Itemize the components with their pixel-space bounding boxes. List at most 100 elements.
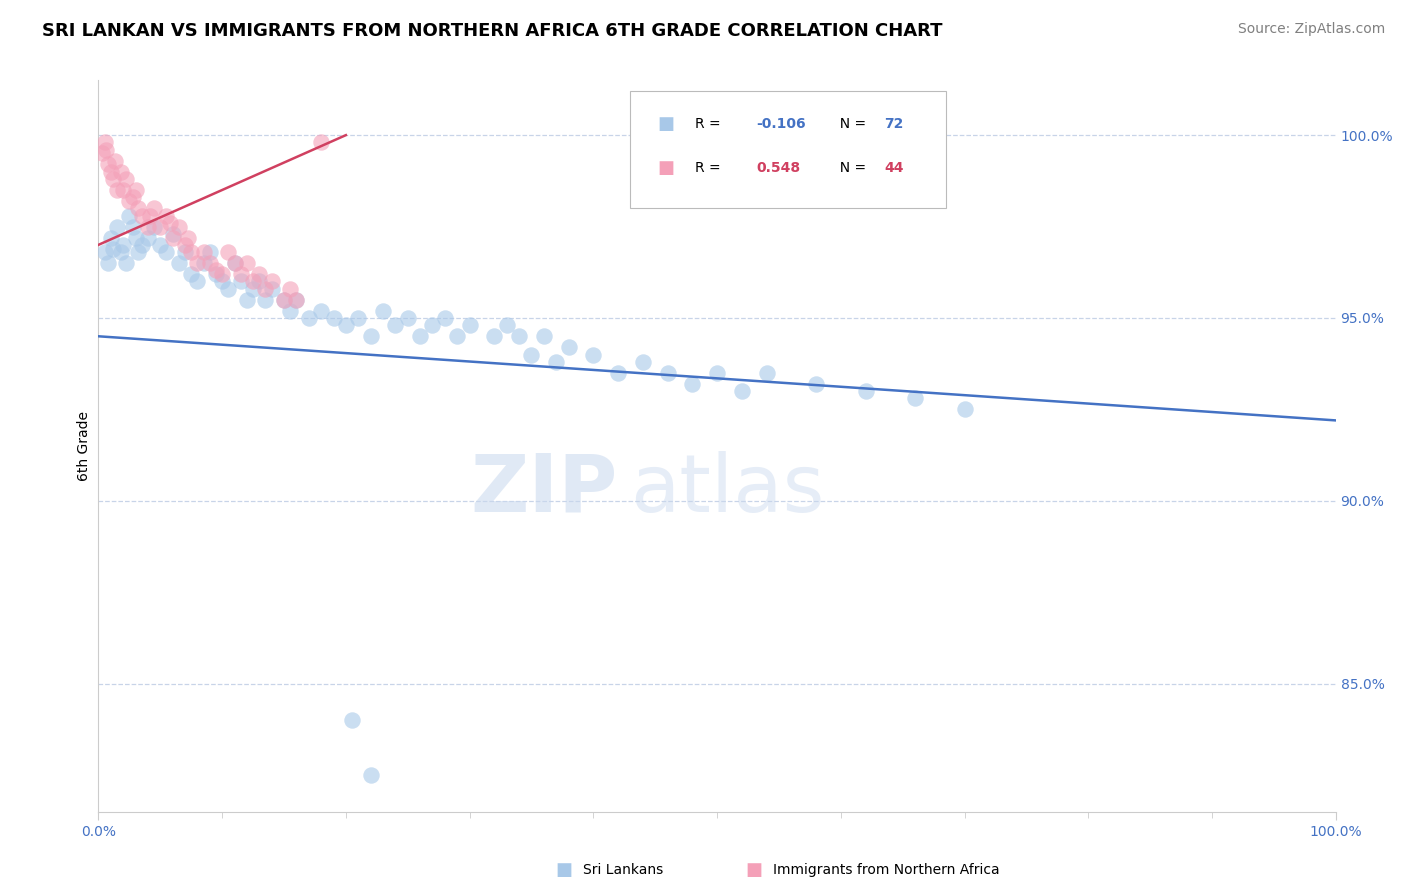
Point	[360, 329, 382, 343]
Point	[706, 366, 728, 380]
Point	[103, 153, 125, 168]
Point	[533, 329, 555, 343]
Point	[93, 136, 115, 150]
Point	[110, 245, 132, 260]
Point	[278, 282, 301, 296]
Point	[174, 238, 197, 252]
FancyBboxPatch shape	[630, 91, 946, 209]
Point	[211, 267, 233, 281]
Point	[236, 256, 259, 270]
Point	[242, 282, 264, 296]
Point	[285, 293, 308, 307]
Text: Immigrants from Northern Africa: Immigrants from Northern Africa	[773, 863, 1000, 877]
Point	[205, 263, 228, 277]
Point	[122, 190, 145, 204]
Point	[520, 348, 543, 362]
Point	[273, 293, 295, 307]
Point	[97, 157, 120, 171]
Text: -0.106: -0.106	[756, 117, 806, 131]
Point	[143, 202, 166, 216]
Text: N =: N =	[831, 117, 870, 131]
Point	[247, 267, 270, 281]
Text: 0.548: 0.548	[756, 161, 801, 175]
Point	[384, 318, 406, 333]
Point	[631, 355, 654, 369]
Text: 44: 44	[884, 161, 904, 175]
Text: ■: ■	[745, 861, 762, 879]
Point	[322, 311, 344, 326]
Point	[458, 318, 481, 333]
Point	[139, 209, 162, 223]
Point	[186, 275, 208, 289]
Point	[176, 230, 198, 244]
Point	[103, 172, 125, 186]
Text: SRI LANKAN VS IMMIGRANTS FROM NORTHERN AFRICA 6TH GRADE CORRELATION CHART: SRI LANKAN VS IMMIGRANTS FROM NORTHERN A…	[42, 22, 942, 40]
Point	[607, 366, 630, 380]
Point	[122, 219, 145, 234]
Point	[278, 303, 301, 318]
Point	[953, 402, 976, 417]
Text: ■: ■	[658, 159, 675, 177]
Point	[422, 318, 444, 333]
Point	[143, 219, 166, 234]
Point	[273, 293, 295, 307]
Point	[180, 267, 202, 281]
Point	[155, 209, 177, 223]
Text: 72: 72	[884, 117, 904, 131]
Point	[198, 245, 221, 260]
Point	[198, 256, 221, 270]
Point	[97, 256, 120, 270]
Point	[657, 366, 679, 380]
Point	[229, 275, 252, 289]
Point	[335, 318, 357, 333]
Point	[180, 245, 202, 260]
Point	[167, 219, 190, 234]
Point	[91, 146, 114, 161]
Point	[285, 293, 308, 307]
Point	[118, 194, 141, 208]
Point	[112, 238, 135, 252]
Point	[100, 164, 122, 178]
Point	[217, 282, 239, 296]
Point	[149, 219, 172, 234]
Point	[114, 256, 136, 270]
Point	[224, 256, 246, 270]
Point	[167, 256, 190, 270]
Text: atlas: atlas	[630, 450, 825, 529]
Text: Source: ZipAtlas.com: Source: ZipAtlas.com	[1237, 22, 1385, 37]
Point	[247, 275, 270, 289]
Point	[804, 376, 827, 391]
Point	[162, 230, 184, 244]
Text: ■: ■	[658, 115, 675, 133]
Point	[224, 256, 246, 270]
Text: Sri Lankans: Sri Lankans	[583, 863, 664, 877]
Point	[309, 136, 332, 150]
Point	[124, 230, 146, 244]
Point	[186, 256, 208, 270]
Point	[495, 318, 517, 333]
Point	[94, 143, 117, 157]
Point	[254, 293, 277, 307]
Point	[193, 245, 215, 260]
Point	[360, 768, 382, 782]
Point	[159, 216, 181, 230]
Point	[731, 384, 754, 399]
Point	[205, 267, 228, 281]
Point	[162, 227, 184, 241]
Point	[446, 329, 468, 343]
Point	[93, 245, 115, 260]
Point	[229, 267, 252, 281]
Point	[124, 183, 146, 197]
Point	[409, 329, 432, 343]
Point	[105, 183, 128, 197]
Point	[127, 245, 149, 260]
Point	[217, 245, 239, 260]
Point	[557, 340, 579, 354]
Point	[904, 392, 927, 406]
Point	[347, 311, 370, 326]
Point	[855, 384, 877, 399]
Point	[298, 311, 321, 326]
Point	[193, 256, 215, 270]
Point	[174, 245, 197, 260]
Point	[236, 293, 259, 307]
